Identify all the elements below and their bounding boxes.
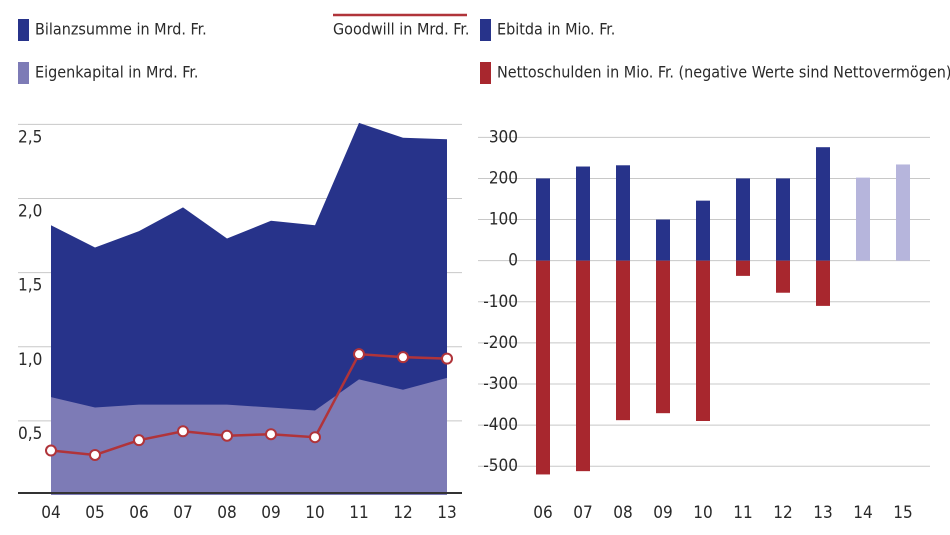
area — [51, 377, 447, 495]
x-tick-label: 04 — [41, 503, 60, 523]
marker — [89, 448, 101, 461]
y-tick-label: 0 — [508, 251, 518, 271]
marker — [397, 351, 409, 364]
bar — [736, 178, 750, 261]
legend-label: Ebitda in Mio. Fr. — [497, 20, 615, 39]
x-tick-label: 13 — [437, 503, 456, 523]
marker — [309, 431, 321, 444]
y-tick-label: 300 — [489, 127, 518, 147]
y-tick-label: 1,5 — [18, 276, 42, 296]
x-tick-label: 12 — [393, 503, 412, 523]
legend-label: Eigenkapital in Mrd. Fr. — [35, 63, 198, 82]
bar — [616, 165, 630, 261]
bar — [896, 164, 910, 261]
bar — [656, 219, 670, 261]
marker — [221, 429, 233, 442]
bar — [776, 260, 790, 293]
x-tick-label: 08 — [613, 503, 632, 523]
x-tick-label: 13 — [813, 503, 832, 523]
x-tick-label: 06 — [129, 503, 148, 523]
marker — [441, 352, 453, 365]
x-tick-label: 11 — [349, 503, 368, 523]
x-tick-label: 07 — [573, 503, 592, 523]
bar — [576, 166, 590, 261]
y-tick-label: 2,0 — [18, 202, 42, 222]
x-tick-label: 05 — [85, 503, 104, 523]
y-tick-label: -200 — [483, 333, 518, 353]
y-tick-label: 1,0 — [18, 350, 42, 370]
y-tick-label: -300 — [483, 374, 518, 394]
bar — [736, 260, 750, 276]
bar — [856, 177, 870, 261]
legend-swatch — [480, 62, 491, 84]
y-tick-label: 0,5 — [18, 424, 42, 444]
legend-label: Bilanzsumme in Mrd. Fr. — [35, 20, 207, 39]
x-tick-label: 06 — [533, 503, 552, 523]
y-tick-label: -400 — [483, 415, 518, 435]
x-tick-label: 08 — [217, 503, 236, 523]
marker — [133, 434, 145, 447]
marker — [45, 444, 57, 457]
x-tick-label: 07 — [173, 503, 192, 523]
bar — [536, 178, 550, 261]
bar — [656, 260, 670, 414]
marker — [177, 425, 189, 438]
bar — [536, 260, 550, 475]
x-tick-label: 09 — [653, 503, 672, 523]
bar — [696, 260, 710, 421]
x-tick-label: 09 — [261, 503, 280, 523]
bar — [696, 200, 710, 261]
marker — [265, 428, 277, 441]
y-tick-label: 100 — [489, 210, 518, 230]
y-tick-label: 200 — [489, 168, 518, 188]
bar — [616, 260, 630, 421]
bar — [776, 178, 790, 261]
legend-label: Nettoschulden in Mio. Fr. (negative Wert… — [497, 63, 950, 82]
y-tick-label: 2,5 — [18, 127, 42, 147]
x-tick-label: 15 — [893, 503, 912, 523]
x-tick-label: 11 — [733, 503, 752, 523]
x-tick-label: 10 — [305, 503, 324, 523]
y-tick-label: -500 — [483, 456, 518, 476]
x-tick-label: 10 — [693, 503, 712, 523]
legend-swatch — [480, 19, 491, 41]
marker — [353, 348, 365, 361]
legend-label: Goodwill in Mrd. Fr. — [333, 20, 469, 39]
bar — [816, 260, 830, 306]
bar — [816, 147, 830, 261]
legend-swatch — [18, 62, 29, 84]
line — [50, 352, 448, 457]
y-tick-label: -100 — [483, 292, 518, 312]
bar — [576, 260, 590, 472]
x-tick-label: 12 — [773, 503, 792, 523]
legend-swatch — [18, 19, 29, 41]
x-tick-label: 14 — [853, 503, 872, 523]
